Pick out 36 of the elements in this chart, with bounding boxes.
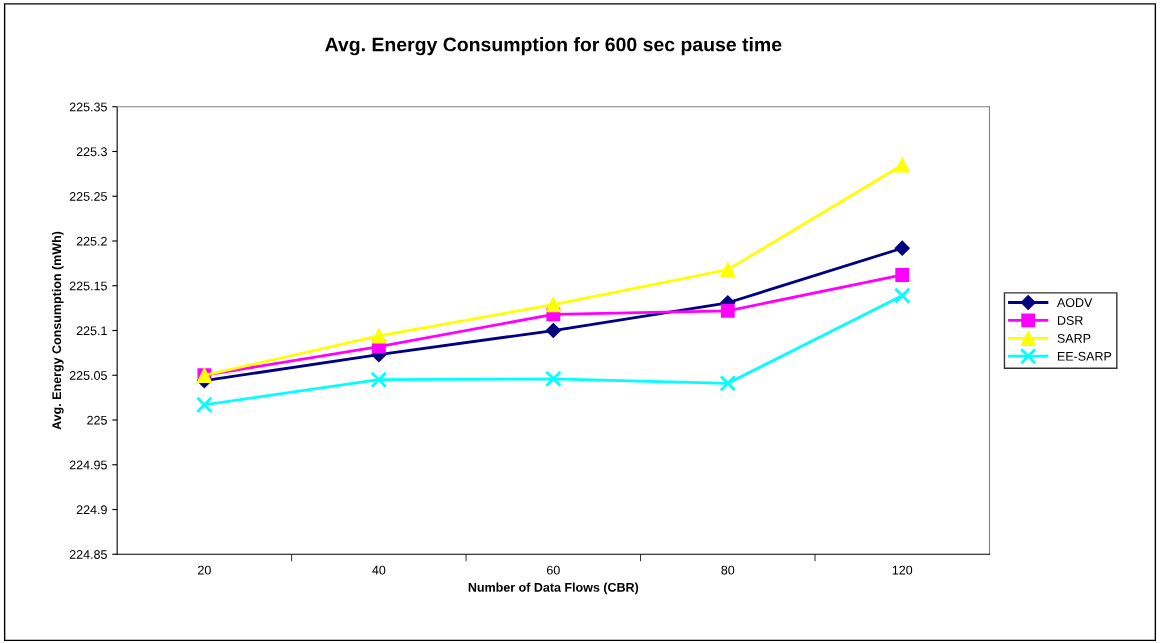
y-tick-label: 224.95 bbox=[69, 460, 107, 470]
legend-label: SARP bbox=[1057, 333, 1091, 343]
point bbox=[371, 328, 387, 344]
y-tick-label: 225.3 bbox=[76, 147, 107, 157]
x-tick-label: 20 bbox=[198, 565, 211, 575]
legend-label: EE-SARP bbox=[1057, 351, 1112, 361]
chart-title: Avg. Energy Consumption for 600 sec pause time bbox=[325, 37, 782, 56]
x-tick-label: 120 bbox=[892, 565, 913, 575]
point bbox=[544, 370, 562, 388]
point bbox=[894, 240, 910, 256]
y-tick-label: 224.85 bbox=[69, 550, 107, 559]
y-tick-label: 225.15 bbox=[69, 281, 107, 291]
y-tick-label: 225.25 bbox=[69, 192, 107, 201]
point bbox=[895, 268, 910, 282]
y-axis-title: Avg. Energy Consumption (mWh) bbox=[51, 231, 64, 430]
point bbox=[894, 157, 910, 173]
y-tick-label: 225 bbox=[87, 415, 107, 425]
point bbox=[196, 396, 213, 414]
y-tick-label: 224.9 bbox=[76, 505, 107, 515]
point bbox=[719, 374, 737, 392]
point bbox=[545, 296, 561, 313]
y-tick-label: 225.05 bbox=[69, 371, 107, 380]
point bbox=[720, 303, 735, 318]
x-tick-label: 80 bbox=[721, 565, 735, 575]
point bbox=[545, 322, 561, 339]
x-tick-label: 60 bbox=[547, 565, 560, 575]
x-tick-label: 40 bbox=[372, 565, 386, 575]
y-tick-label: 225.2 bbox=[76, 236, 107, 246]
point bbox=[893, 287, 911, 304]
legend-label: AODV bbox=[1056, 298, 1093, 307]
y-tick-label: 225.1 bbox=[76, 326, 107, 336]
point bbox=[720, 261, 736, 278]
y-tick-label: 225.35 bbox=[69, 102, 107, 112]
point bbox=[370, 371, 388, 389]
legend-label: DSR bbox=[1057, 316, 1083, 325]
x-axis-title: Number of Data Flows (CBR) bbox=[468, 582, 639, 595]
